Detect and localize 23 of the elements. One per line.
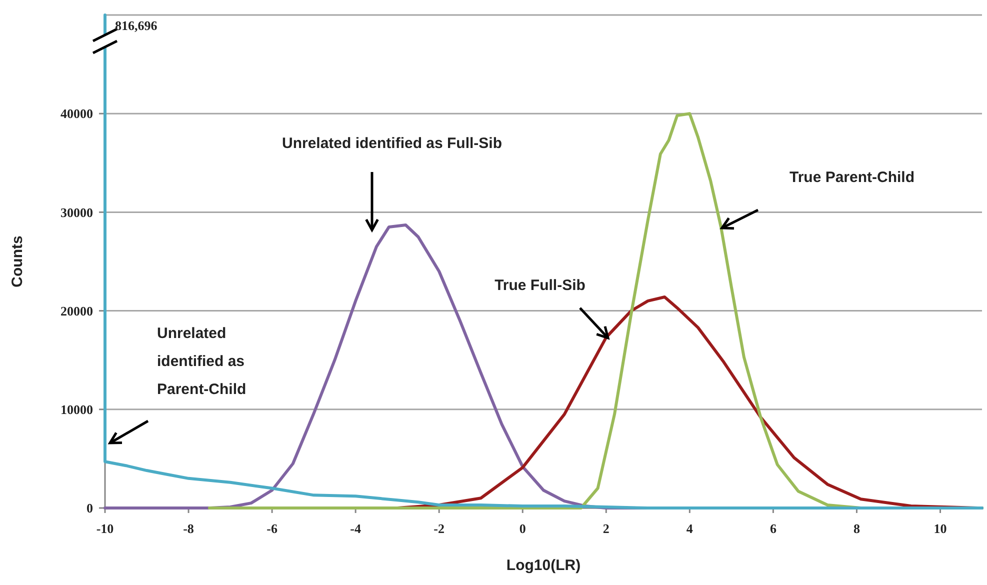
x-tick-label: 2: [602, 521, 610, 536]
y-tick-label: 0: [86, 500, 93, 516]
x-tick-label: 6: [770, 521, 777, 536]
annotation: 816,696: [115, 18, 158, 34]
x-tick-label: -10: [96, 521, 114, 536]
y-tick-label: 20000: [60, 303, 93, 318]
x-tick-label: 0: [519, 521, 526, 536]
x-tick-label: -8: [183, 521, 194, 536]
y-tick-label: 30000: [60, 204, 93, 220]
y-tick-label: 10000: [60, 402, 93, 417]
y-tick-label: 40000: [60, 106, 93, 122]
x-tick-label: -6: [266, 521, 278, 536]
x-axis-title: Log10(LR): [506, 557, 581, 574]
annotation: True Full-Sib: [494, 277, 586, 294]
x-tick-label: 4: [686, 521, 694, 536]
x-tick-label: -2: [434, 521, 445, 536]
annotation: Unrelated identified as Parent-Child: [157, 325, 246, 398]
x-tick-label: 10: [934, 521, 947, 536]
annotation: Unrelated identified as Full-Sib: [282, 135, 502, 152]
y-axis-title: Counts: [9, 236, 26, 288]
annotation: True Parent-Child: [789, 169, 915, 186]
x-tick-label: 8: [853, 521, 860, 536]
x-tick-label: -4: [350, 521, 362, 536]
